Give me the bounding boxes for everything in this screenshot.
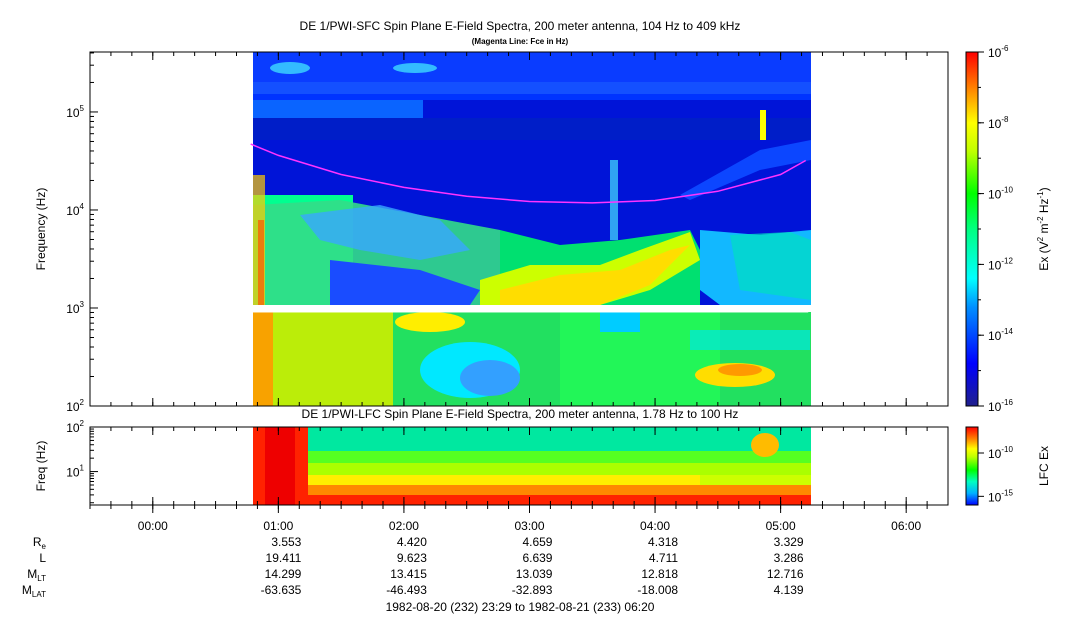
bottom-panel-title: DE 1/PWI-LFC Spin Plane E-Field Spectra,…: [302, 407, 739, 421]
top-panel-subtitle: (Magenta Line: Fce in Hz): [472, 37, 569, 46]
ephemeris-row-label: MLT: [27, 567, 46, 583]
time-tick-label: 00:00: [138, 519, 168, 533]
ephemeris-value: 12.818: [641, 567, 678, 581]
ephemeris-value: 13.039: [516, 567, 553, 581]
ephemeris-row-label: L: [39, 551, 46, 565]
top-colorbar-tick-label: 10-12: [988, 256, 1013, 272]
ephemeris-value: -46.493: [386, 583, 427, 597]
time-tick-label: 03:00: [514, 519, 544, 533]
time-tick-label: 06:00: [891, 519, 921, 533]
date-range: 1982-08-20 (232) 23:29 to 1982-08-21 (23…: [386, 600, 655, 614]
ephemeris-row-label: MLAT: [22, 583, 46, 599]
top-y-tick-label: 104: [66, 202, 84, 218]
bottom-colorbar-label: LFC Ex: [1037, 446, 1051, 486]
ephemeris-value: 19.411: [266, 551, 302, 565]
bottom-y-tick-label: 101: [66, 464, 84, 480]
top-spectrogram-panel: 102 103 104 105 Frequency (Hz): [34, 51, 949, 414]
ephemeris-value: 3.286: [774, 551, 804, 565]
ephemeris-value: 6.639: [522, 551, 552, 565]
bottom-y-axis-label: Freq (Hz): [34, 441, 48, 492]
time-tick-label: 01:00: [263, 519, 293, 533]
ephemeris-value: 9.623: [397, 551, 427, 565]
top-colorbar: 10-6 10-8 10-10 10-12 10-14 10-16 Ex (V2 m-2 …: [965, 44, 1051, 414]
top-y-axis-label: Frequency (Hz): [34, 188, 48, 271]
bottom-colorbar: 10-10 10-15 LFC Ex: [965, 426, 1051, 506]
data-gap: [250, 305, 809, 313]
ephemeris-value: -63.635: [261, 583, 302, 597]
ephemeris-value: 12.716: [767, 567, 804, 581]
top-spectrogram-image-high: [253, 52, 811, 305]
top-colorbar-tick-label: 10-16: [988, 398, 1013, 414]
top-colorbar-tick-label: 10-8: [988, 115, 1009, 131]
bottom-panel-frame: [89, 426, 949, 506]
ephemeris-value: 4.711: [649, 551, 678, 565]
ephemeris-value: 14.299: [265, 567, 302, 581]
time-tick-label: 05:00: [766, 519, 796, 533]
top-y-axis: 102 103 104 105: [66, 52, 98, 414]
bottom-colorbar-tick-label: 10-15: [988, 488, 1013, 504]
ephemeris-value: 4.659: [522, 535, 552, 549]
ephemeris-value: -18.008: [637, 583, 678, 597]
ephemeris-value: 13.415: [390, 567, 427, 581]
ephemeris-value: 3.553: [271, 535, 301, 549]
time-axis: 00:00 01:00 02:00 03:00 04:00 05:00 06:00: [89, 52, 928, 533]
bottom-colorbar-tick-label: 10-10: [988, 445, 1013, 461]
ephemeris-value: 4.420: [397, 535, 427, 549]
top-y-tick-label: 103: [66, 300, 84, 316]
ephemeris-value: 4.318: [648, 535, 678, 549]
fce-line: [250, 143, 807, 204]
top-y-tick-label: 102: [66, 398, 84, 414]
ephemeris-value: 3.329: [774, 535, 804, 549]
top-colorbar-label: Ex (V2 m-2 Hz-1): [1036, 187, 1051, 270]
time-tick-label: 04:00: [640, 519, 670, 533]
top-colorbar-tick-label: 10-14: [988, 327, 1013, 343]
time-tick-label: 02:00: [389, 519, 419, 533]
ephemeris-row-label: Re: [33, 535, 47, 551]
ephemeris-value: 4.139: [774, 583, 804, 597]
top-spectrogram-image-low: [253, 312, 811, 406]
top-y-tick-label: 105: [66, 104, 84, 120]
top-colorbar-tick-label: 10-6: [988, 44, 1009, 60]
top-panel-title: DE 1/PWI-SFC Spin Plane E-Field Spectra,…: [300, 19, 741, 33]
bottom-spectrogram-panel: 101 102 Freq (Hz): [34, 419, 949, 506]
top-colorbar-tick-label: 10-10: [988, 186, 1013, 202]
ephemeris-table: Re 3.553 4.420 4.659 4.318 3.329 L 19.411 9.623 6…: [22, 535, 804, 599]
bottom-y-tick-label: 102: [66, 419, 84, 435]
top-panel-frame: [89, 51, 949, 407]
bottom-spectrogram-image: [253, 427, 811, 505]
ephemeris-value: -32.893: [512, 583, 553, 597]
bottom-y-axis: 101 102: [66, 419, 98, 504]
